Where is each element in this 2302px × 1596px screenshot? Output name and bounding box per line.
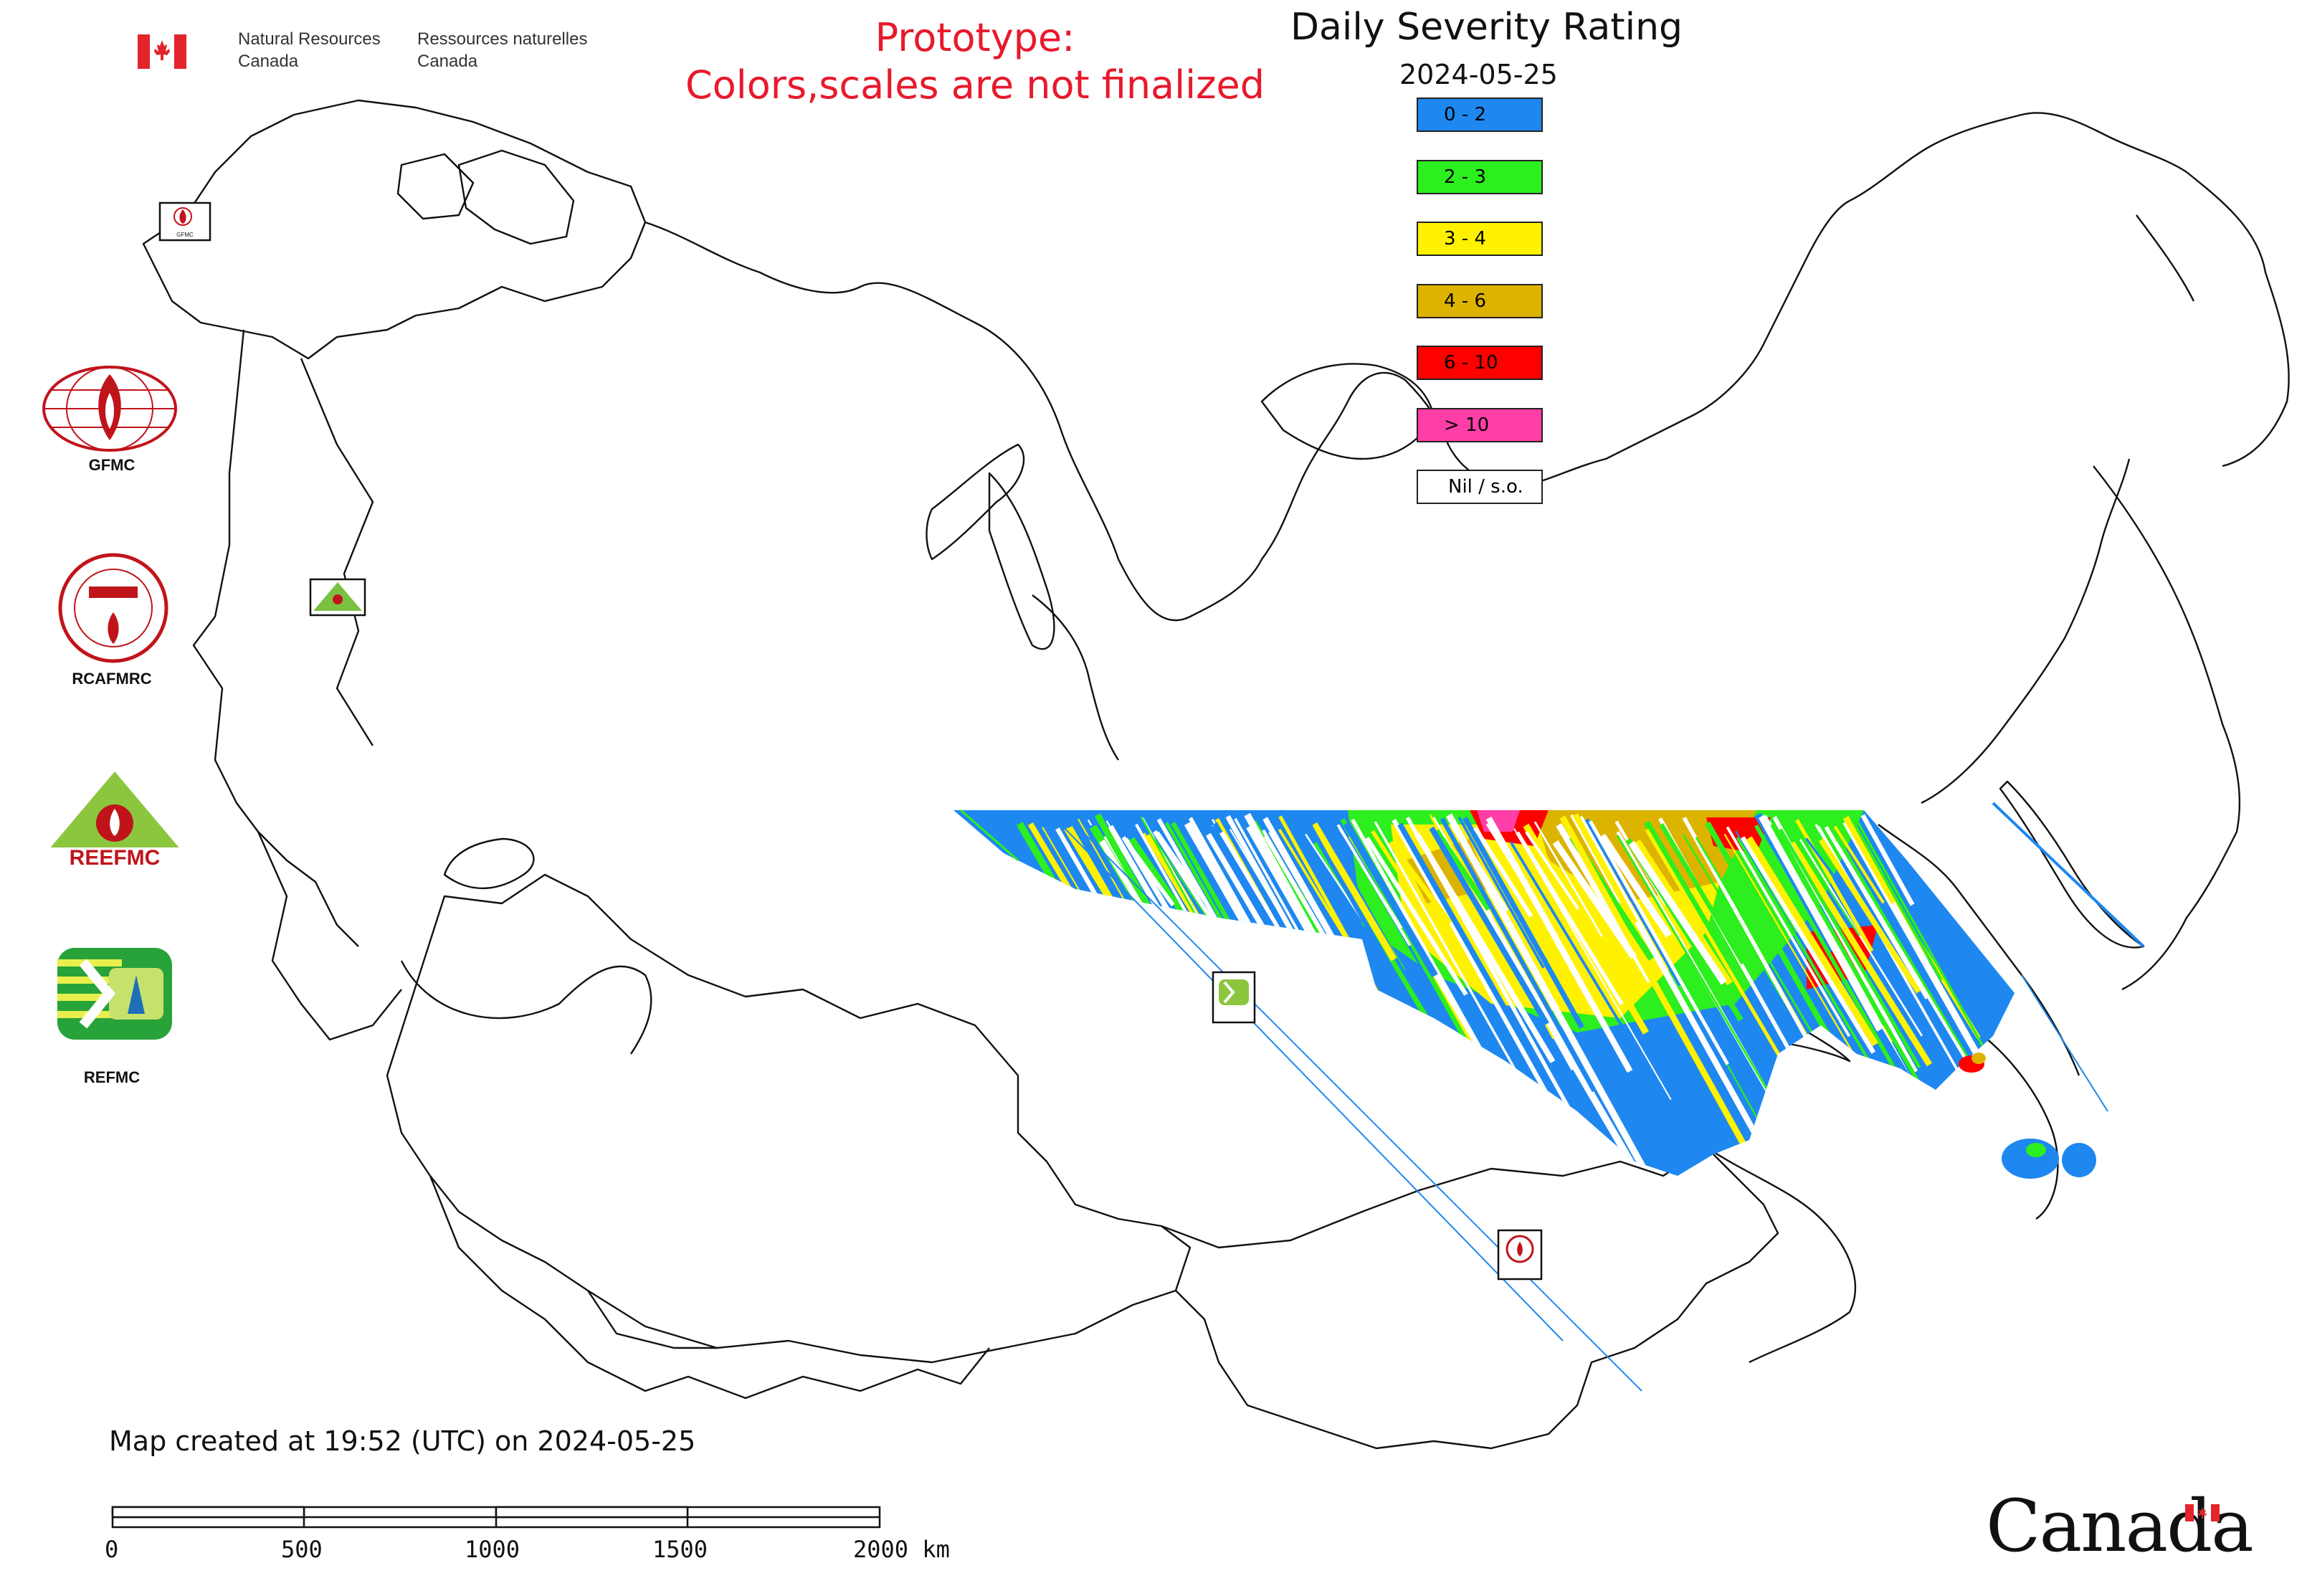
reefmc-map-marker: [309, 578, 366, 617]
legend-date: 2024-05-25: [1399, 59, 1558, 90]
legend-title: Daily Severity Rating: [1290, 6, 1683, 49]
canada-wordmark: Canada: [1986, 1484, 2254, 1568]
gfmc-label: GFMC: [88, 456, 135, 474]
dsr-raster: [953, 810, 2015, 1176]
gfmc-map-marker: GFMC: [158, 201, 211, 242]
legend-item-label: 6 - 10: [1444, 352, 1498, 374]
legend-item-5: [1417, 407, 1543, 442]
legend-item-3: [1417, 283, 1543, 318]
rcafmrc-logo: [57, 552, 169, 664]
reefmc-logo-text: REEFMC: [70, 846, 161, 869]
legend-item-label: 0 - 2: [1444, 104, 1486, 125]
legend-item-label: Nil / s.o.: [1448, 476, 1523, 498]
legend-item-6: [1417, 470, 1543, 504]
dsr-raster-extra: [960, 802, 2145, 1392]
scale-tick-label: 2000 km: [853, 1536, 950, 1563]
legend-item-1: [1417, 159, 1543, 194]
refmc-label: REFMC: [83, 1068, 141, 1086]
reefmc-logo: REEFMC: [39, 769, 191, 870]
gfmc-map-marker-label: GFMC: [176, 232, 194, 238]
prototype-notice-line2: Colors,scales are not finalized: [685, 62, 1265, 108]
nrcan-french-line1: Ressources naturelles: [417, 29, 588, 49]
prototype-notice-line1: Prototype:: [875, 15, 1075, 60]
canada-wordmark-flag-icon: [2185, 1504, 2220, 1521]
canada-flag-icon: [138, 34, 186, 69]
refmc-map-marker: [1212, 971, 1256, 1024]
rcafmrc-map-marker: [1497, 1229, 1543, 1281]
scale-tick-label: 500: [281, 1536, 323, 1563]
nrcan-french-line2: Canada: [417, 52, 478, 71]
country-borders: [142, 99, 2290, 1450]
legend-item-2: [1417, 222, 1543, 256]
refmc-logo: [57, 948, 172, 1040]
legend-item-label: 4 - 6: [1444, 290, 1486, 312]
nrcan-english-line1: Natural Resources: [238, 29, 381, 49]
map-created-note: Map created at 19:52 (UTC) on 2024-05-25: [109, 1425, 696, 1457]
scale-tick-label: 1500: [652, 1536, 708, 1563]
legend-item-label: 2 - 3: [1444, 166, 1486, 188]
scale-bar: [111, 1506, 881, 1529]
scale-tick-label: 1000: [465, 1536, 520, 1563]
scale-tick-label: 0: [105, 1536, 119, 1563]
nrcan-english-line2: Canada: [238, 52, 299, 71]
gfmc-logo: [40, 364, 179, 453]
legend-item-4: [1417, 346, 1543, 380]
legend-item-label: 3 - 4: [1444, 228, 1486, 250]
rcafmrc-label: RCAFMRC: [72, 670, 152, 688]
legend-item-0: [1417, 98, 1543, 132]
legend-item-label: > 10: [1444, 414, 1490, 436]
